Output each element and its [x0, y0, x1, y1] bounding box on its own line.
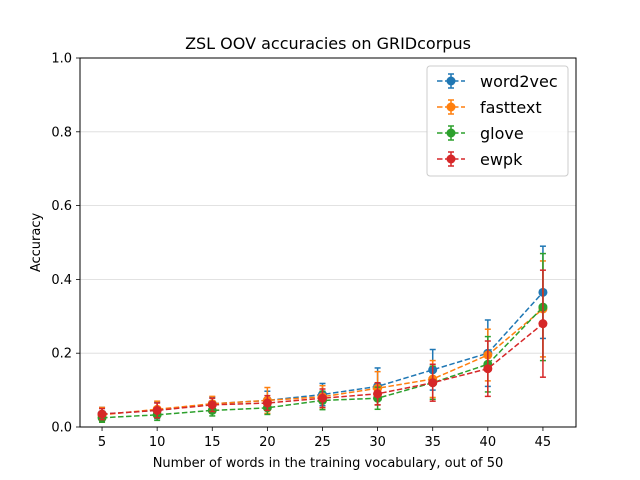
y-tick-label: 0.2 [51, 347, 72, 362]
axes: 0.0 0.2 0.4 0.6 0.8 1.0 5 10 15 20 25 30 35 40 45 [51, 52, 551, 451]
legend-item-fasttext: fasttext [437, 98, 542, 117]
data-point [97, 409, 107, 419]
y-axis-label: Accuracy [29, 213, 44, 273]
series-ewpk [97, 269, 548, 421]
series-group [97, 245, 548, 423]
data-point [373, 389, 383, 399]
legend-box [426, 65, 569, 177]
y-tick-label: 0.8 [51, 125, 72, 140]
data-point [207, 400, 217, 410]
legend-label: word2vec [480, 72, 558, 91]
y-tick-label: 0.6 [51, 199, 72, 214]
x-tick-label: 25 [314, 435, 331, 450]
legend-item-ewpk: ewpk [437, 150, 523, 169]
data-point [317, 393, 327, 403]
legend-item-glove: glove [437, 124, 524, 143]
x-tick-label: 30 [369, 435, 386, 450]
legend-marker [446, 128, 456, 138]
legend-marker [446, 102, 456, 112]
x-tick-label: 20 [259, 435, 276, 450]
legend-marker [446, 76, 456, 86]
legend: word2vec fasttext glove ewpk [426, 65, 569, 177]
legend-label: glove [480, 124, 524, 143]
x-tick-label: 10 [149, 435, 166, 450]
x-tick-label: 5 [98, 435, 106, 450]
x-tick-label: 35 [424, 435, 441, 450]
legend-item-word2vec: word2vec [437, 72, 558, 91]
x-tick-label: 45 [535, 435, 552, 450]
legend-label: ewpk [480, 150, 523, 169]
data-point [152, 405, 162, 415]
x-tick-label: 15 [204, 435, 221, 450]
y-tick-label: 0.4 [51, 273, 72, 288]
data-point [538, 319, 548, 329]
data-point [428, 378, 438, 388]
x-tick-label: 40 [480, 435, 497, 450]
chart-title: ZSL OOV accuracies on GRIDcorpus [185, 34, 471, 53]
legend-label: fasttext [480, 98, 542, 117]
plot-frame [79, 57, 577, 428]
y-tick-label: 0.0 [51, 421, 72, 436]
legend-marker [446, 154, 456, 164]
data-point [483, 364, 493, 374]
x-axis-label: Number of words in the training vocabula… [153, 456, 504, 471]
y-tick-label: 1.0 [51, 52, 72, 67]
data-point [262, 398, 272, 408]
